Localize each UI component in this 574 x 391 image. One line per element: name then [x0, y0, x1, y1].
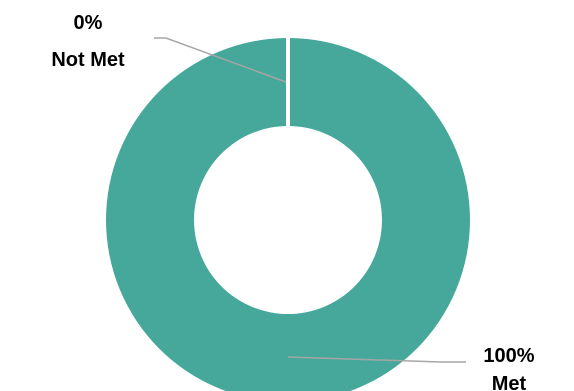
data-label-not-met-percent: 0%: [74, 12, 103, 34]
slice-met: [106, 38, 470, 391]
data-label-not-met-name: Not Met: [51, 49, 125, 71]
data-label-met-percent: 100%: [483, 345, 534, 367]
slices-group: [106, 37, 470, 391]
leader-line-not-met: [154, 37, 287, 83]
leader-lines-group: [154, 37, 466, 363]
leader-line-met: [287, 356, 466, 363]
data-label-met-name: Met: [492, 373, 527, 391]
